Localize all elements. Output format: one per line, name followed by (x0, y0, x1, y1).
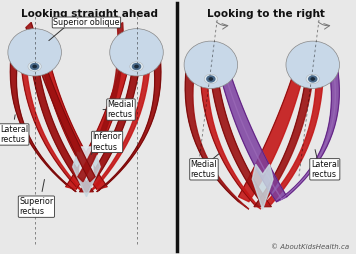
Ellipse shape (28, 62, 41, 71)
Text: Medial
rectus: Medial rectus (108, 100, 134, 119)
Polygon shape (73, 152, 100, 197)
Ellipse shape (311, 78, 314, 80)
Polygon shape (252, 164, 273, 209)
Ellipse shape (33, 65, 36, 68)
Polygon shape (26, 22, 95, 182)
Polygon shape (220, 67, 287, 202)
Ellipse shape (132, 64, 141, 69)
Text: Lateral
rectus: Lateral rectus (311, 160, 339, 179)
Polygon shape (239, 67, 304, 202)
Ellipse shape (110, 29, 163, 76)
Text: © AboutKidsHealth.ca: © AboutKidsHealth.ca (271, 244, 349, 250)
Text: Inferior
rectus: Inferior rectus (93, 132, 122, 152)
Text: Superior
rectus: Superior rectus (19, 197, 53, 216)
Polygon shape (42, 57, 107, 189)
Text: Lateral
rectus: Lateral rectus (0, 125, 28, 144)
Ellipse shape (184, 41, 237, 88)
Polygon shape (211, 77, 271, 207)
Ellipse shape (130, 62, 143, 71)
Polygon shape (254, 77, 313, 207)
Text: Medial
rectus: Medial rectus (191, 160, 217, 179)
Ellipse shape (306, 74, 319, 84)
Polygon shape (185, 65, 249, 209)
Polygon shape (200, 57, 261, 209)
Text: Looking straight ahead: Looking straight ahead (21, 9, 158, 19)
Polygon shape (97, 47, 161, 192)
Ellipse shape (204, 74, 218, 84)
Polygon shape (79, 65, 140, 192)
Ellipse shape (207, 76, 215, 82)
Polygon shape (79, 147, 93, 177)
Text: Looking to the right: Looking to the right (207, 9, 325, 19)
Polygon shape (277, 65, 339, 202)
Polygon shape (78, 22, 123, 182)
Polygon shape (66, 57, 130, 189)
Ellipse shape (309, 76, 317, 82)
Polygon shape (21, 40, 83, 192)
Polygon shape (31, 65, 93, 192)
Ellipse shape (135, 65, 138, 68)
Ellipse shape (31, 64, 39, 69)
Text: Superior oblique: Superior oblique (53, 18, 120, 27)
Ellipse shape (286, 41, 340, 88)
Polygon shape (265, 57, 323, 204)
Polygon shape (90, 40, 151, 192)
Ellipse shape (209, 78, 213, 80)
Polygon shape (10, 47, 76, 192)
Ellipse shape (8, 29, 61, 76)
